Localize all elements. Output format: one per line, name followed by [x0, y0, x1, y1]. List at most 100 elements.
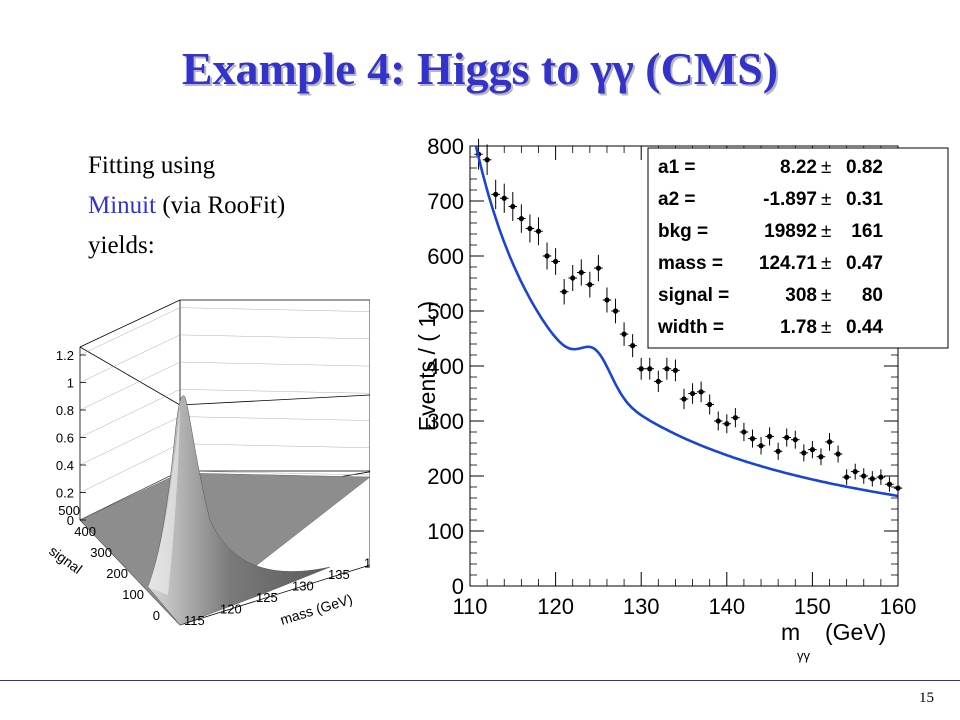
data-point — [818, 454, 824, 460]
mass-axis-ticks: 115 120 125 130 135 14 — [184, 556, 370, 629]
z-tick-label: 0.2 — [56, 486, 74, 501]
y-tick-label: 600 — [427, 244, 464, 269]
fit-param-pm: ± — [821, 189, 831, 210]
fit-curve — [474, 145, 898, 498]
surface-gridline-back — [179, 334, 370, 340]
data-point — [844, 474, 850, 480]
fit-param-label: signal = — [658, 285, 729, 306]
mass-tick-label: 135 — [328, 567, 350, 582]
data-point — [878, 474, 884, 480]
y-tick-label: 100 — [427, 519, 464, 544]
data-point — [895, 485, 901, 491]
z-tick-label: 1.2 — [56, 348, 74, 363]
x-axis-unit: (GeV) — [825, 619, 886, 645]
surface-peak — [147, 395, 331, 626]
data-point — [655, 378, 661, 384]
fit-param-pm: ± — [821, 157, 831, 178]
data-point — [724, 421, 730, 427]
fit-param-pm: ± — [821, 221, 831, 242]
surface-gridline-back — [179, 389, 370, 394]
mass-tick-label: 115 — [184, 613, 205, 628]
data-point — [553, 258, 559, 265]
fit-param-error: 80 — [862, 285, 883, 306]
y-tick-label: 300 — [427, 409, 464, 434]
signal-tick-label: 300 — [90, 545, 112, 560]
z-tick-label: 0.6 — [56, 431, 74, 446]
surface-gridline-back — [179, 361, 370, 367]
surface-gridline-left — [79, 470, 181, 521]
footer-divider — [0, 680, 960, 681]
data-point — [570, 275, 576, 281]
mass-tick-label: 125 — [256, 590, 278, 605]
fit-param-label: width = — [657, 317, 724, 338]
data-point — [544, 253, 550, 259]
surface-gridline-back — [179, 470, 370, 476]
data-points — [474, 138, 903, 496]
y-axis-ticks: 0 100 200 300 400 500 600 700 800 — [427, 134, 898, 599]
data-point — [647, 366, 653, 372]
fit-param-value: -1.897 — [763, 189, 817, 210]
data-point — [510, 203, 516, 210]
signal-tick-label: 200 — [106, 566, 128, 581]
data-point — [587, 282, 593, 288]
fit-param-value: 308 — [785, 285, 817, 306]
fit-param-value: 8.22 — [780, 157, 817, 178]
data-point — [672, 367, 679, 373]
data-point — [826, 439, 833, 445]
y-tick-label: 500 — [427, 299, 464, 324]
fit-param-label: a1 = — [658, 157, 696, 178]
data-point — [578, 269, 584, 276]
x-axis-label: m — [781, 619, 800, 645]
data-point — [749, 436, 756, 442]
mass-tick-label: 130 — [292, 579, 314, 594]
x-tick-label: 150 — [794, 594, 831, 619]
data-point — [698, 389, 704, 395]
y-axis-label: Events / ( 1 ) — [414, 301, 440, 431]
data-point — [801, 450, 807, 456]
data-point — [869, 476, 875, 482]
surface-gridline-left — [79, 307, 181, 356]
z-tick-label: 0.8 — [56, 403, 74, 418]
data-point — [809, 447, 815, 453]
x-axis-ticks: 110 120 130 140 150 160 — [452, 146, 916, 619]
data-point — [518, 216, 524, 222]
data-point — [707, 401, 713, 408]
signal-axis-label: signal — [46, 542, 85, 576]
fit-param-pm: ± — [821, 317, 831, 338]
data-point — [775, 448, 781, 454]
data-point — [767, 433, 773, 439]
surface-gridline-left — [79, 334, 181, 383]
data-point — [689, 390, 696, 397]
x-tick-label: 120 — [537, 594, 574, 619]
mass-tick-label: 14 — [364, 556, 370, 571]
data-point — [621, 331, 627, 337]
data-point — [835, 451, 841, 457]
text-line-1: Fitting using — [88, 152, 216, 179]
x-tick-label: 140 — [708, 594, 745, 619]
x-tick-label: 160 — [880, 594, 917, 619]
data-point — [638, 366, 644, 372]
data-point — [715, 418, 721, 424]
surface-gridline-left — [79, 389, 181, 438]
data-point — [604, 297, 610, 303]
minuit-link[interactable]: Minuit — [88, 192, 157, 219]
data-point — [484, 157, 490, 163]
data-point — [501, 195, 507, 201]
slide-title: Example 4: Higgs to γγ (CMS) — [181, 43, 779, 94]
surface-gridline-back — [179, 416, 370, 421]
fit-param-error: 161 — [851, 221, 883, 242]
fit-param-value: 124.71 — [759, 253, 818, 274]
data-point — [861, 473, 867, 479]
fit-param-value: 1.78 — [780, 317, 817, 338]
body-text: Fitting using Minuit (via RooFit) yields… — [88, 146, 285, 266]
x-tick-label: 110 — [452, 594, 487, 619]
z-tick-label: 0 — [67, 513, 74, 528]
fit-param-pm: ± — [821, 285, 831, 306]
data-point — [784, 434, 790, 441]
y-tick-label: 200 — [427, 464, 464, 489]
data-point — [886, 481, 893, 487]
text-line-2: Minuit (via RooFit) — [88, 186, 285, 226]
data-point — [852, 469, 858, 475]
data-point — [630, 343, 636, 349]
